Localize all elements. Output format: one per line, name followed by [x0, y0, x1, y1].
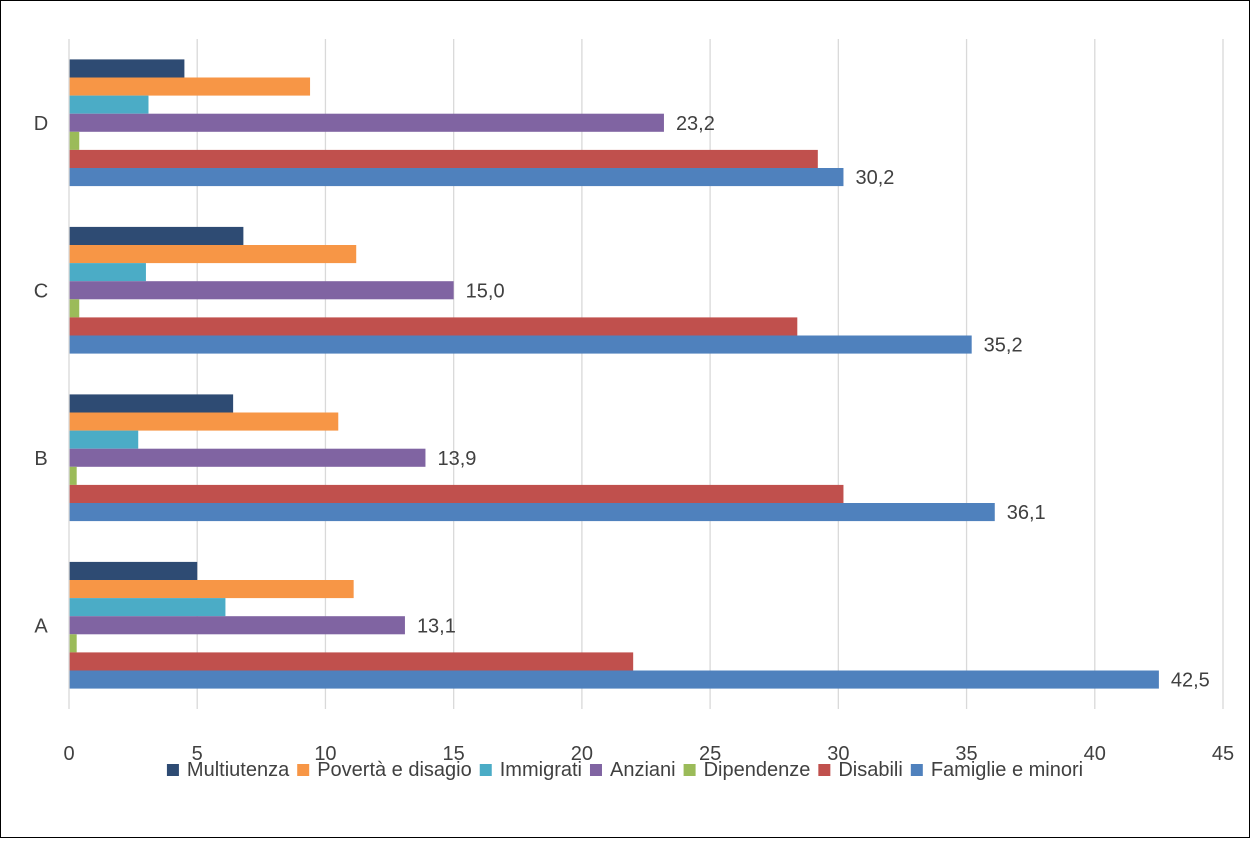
bar: [69, 226, 244, 245]
x-axis-ticks: 0 5 10 15 20 25 30 35 40 45: [63, 743, 1234, 765]
bar: [69, 299, 80, 318]
legend-label: Immigrati: [500, 759, 582, 781]
legend-label: Disabili: [838, 759, 902, 781]
legend-swatch: [166, 764, 179, 776]
legend-item: Immigrati: [479, 759, 582, 781]
legend-label: Povertà e disagio: [317, 759, 472, 781]
legend-swatch: [589, 764, 602, 776]
bar: [69, 652, 634, 671]
x-tick-label: 30: [827, 743, 849, 765]
bar: [69, 95, 149, 114]
category-label: C: [34, 280, 48, 302]
bars: [69, 59, 1159, 689]
bar: [69, 580, 354, 599]
data-label: 23,2: [676, 113, 715, 135]
x-tick-label: 40: [1084, 743, 1106, 765]
bar: [69, 77, 311, 96]
x-tick-label: 5: [192, 743, 203, 765]
legend-swatch: [818, 764, 831, 776]
bar: [69, 245, 357, 264]
legend-label: Multiutenza: [187, 759, 290, 781]
bar: [69, 466, 77, 485]
bar: [69, 503, 995, 522]
bar: [69, 430, 139, 449]
legend-label: Dipendenze: [704, 759, 811, 781]
bar: [69, 598, 226, 617]
bar: [69, 335, 972, 354]
x-tick-label: 15: [443, 743, 465, 765]
x-tick-label: 10: [314, 743, 336, 765]
data-label: 13,1: [417, 615, 456, 637]
bar: [69, 448, 426, 467]
bar: [69, 670, 1159, 689]
x-tick-label: 20: [571, 743, 593, 765]
bar: [69, 484, 844, 503]
bar: [69, 281, 454, 300]
x-tick-label: 0: [63, 743, 74, 765]
data-label: 35,2: [984, 335, 1023, 357]
legend-item: Povertà e disagio: [297, 759, 472, 781]
bar: [69, 561, 198, 580]
x-tick-label: 25: [699, 743, 721, 765]
data-label: 36,1: [1007, 502, 1046, 524]
legend: Multiutenza Povertà e disagio Immigrati Anz…: [166, 759, 1083, 781]
legend-swatch: [297, 764, 310, 776]
bar: [69, 616, 405, 635]
data-labels: 13,1 42,5 13,9 36,1 15,0 35,2 23,2 30,2: [417, 113, 1210, 692]
data-label: 15,0: [466, 280, 505, 302]
legend-item: Famiglie e minori: [910, 759, 1083, 781]
bar: [69, 59, 185, 78]
legend-item: Disabili: [818, 759, 903, 781]
bar: [69, 168, 844, 187]
legend-label: Famiglie e minori: [931, 759, 1083, 781]
data-label: 42,5: [1171, 670, 1210, 692]
legend-label: Anziani: [610, 759, 676, 781]
gridlines: [196, 39, 1224, 709]
legend-item: Dipendenze: [683, 759, 811, 781]
x-tick-label: 35: [955, 743, 977, 765]
category-label: B: [34, 448, 47, 470]
data-label: 13,9: [437, 448, 476, 470]
legend-item: Anziani: [589, 759, 676, 781]
legend-swatch: [683, 764, 696, 776]
bar: [69, 131, 80, 150]
legend-swatch: [910, 764, 923, 776]
bar: [69, 149, 818, 168]
legend-swatch: [479, 764, 492, 776]
data-label: 30,2: [855, 167, 894, 189]
bar: [69, 412, 339, 431]
legend-item: Multiutenza: [166, 759, 290, 781]
bar: [69, 113, 664, 132]
bar: [69, 263, 146, 282]
category-label: A: [34, 615, 48, 637]
x-tick-label: 45: [1212, 743, 1234, 765]
bar: [69, 317, 798, 336]
bar: [69, 394, 234, 413]
bar: [69, 634, 77, 653]
category-label: D: [34, 113, 48, 135]
